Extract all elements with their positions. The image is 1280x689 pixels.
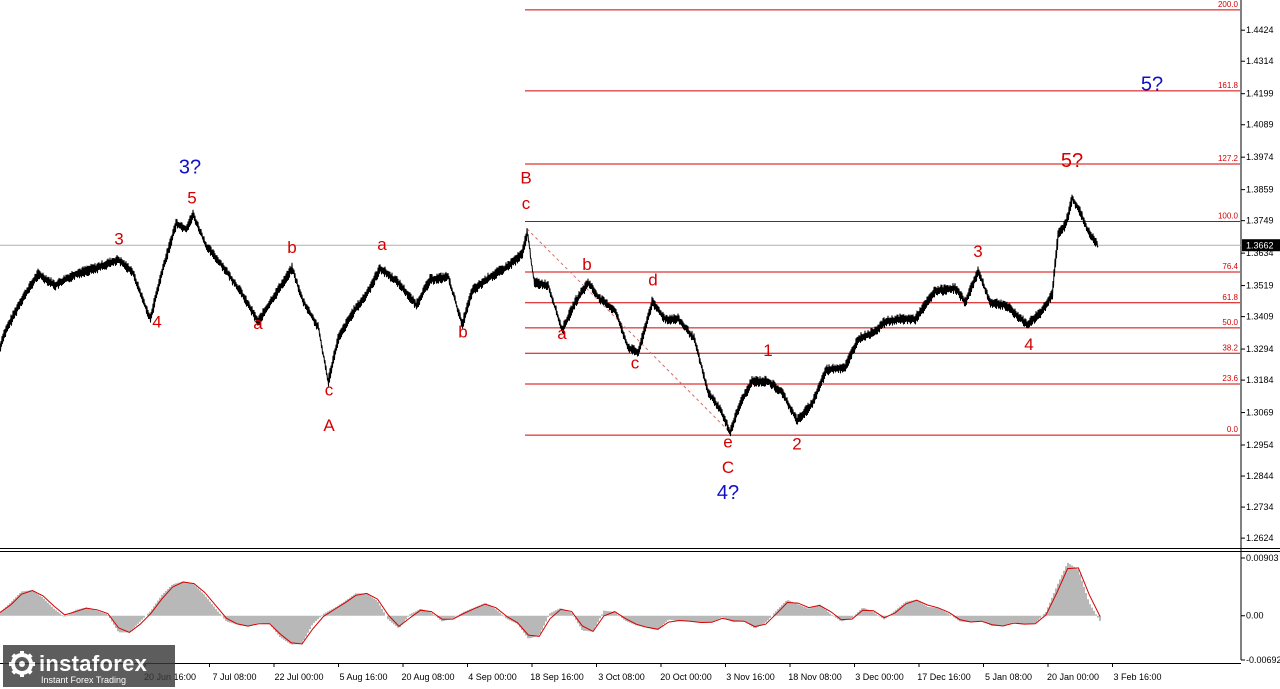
time-tick-label: 3 Feb 16:00 xyxy=(1113,672,1161,682)
wave-label: 4? xyxy=(717,482,739,504)
price-chart: 1.4424 1.4314 1.4199 1.4089 1.3974 1.3859 1.37… xyxy=(0,0,1280,660)
wave-label: 3? xyxy=(179,157,201,179)
time-tick-label: 3 Nov 16:00 xyxy=(726,672,775,682)
wave-label: 5 xyxy=(187,188,196,207)
wave-label: c xyxy=(325,381,334,400)
price-tick-label: 1.2844 xyxy=(1246,471,1274,481)
wave-label: A xyxy=(323,416,335,435)
fibonacci-level-label: 23.6 xyxy=(1222,374,1238,383)
time-tick-label: 20 Aug 08:00 xyxy=(401,672,454,682)
price-tick-label: 1.3069 xyxy=(1246,408,1274,418)
current-price-badge xyxy=(1242,239,1280,252)
wave-label: b xyxy=(287,238,296,257)
price-tick-label: 1.2954 xyxy=(1246,440,1274,450)
price-tick-label: 1.4424 xyxy=(1246,25,1274,35)
price-series-line xyxy=(0,194,1099,437)
price-tick-label: 1.4314 xyxy=(1246,56,1274,66)
wave-label: d xyxy=(648,270,657,289)
gear-logo-icon xyxy=(9,651,35,677)
time-tick-label: 3 Oct 08:00 xyxy=(598,672,645,682)
wave-label: a xyxy=(253,314,263,333)
fibonacci-level-label: 127.2 xyxy=(1218,154,1239,163)
time-tick-label: 20 Jan 00:00 xyxy=(1047,672,1099,682)
time-tick-label: 5 Jan 08:00 xyxy=(985,672,1032,682)
price-tick-label: 1.3974 xyxy=(1246,152,1274,162)
fibonacci-level-label: 38.2 xyxy=(1222,343,1238,352)
current-price-label: 1.3662 xyxy=(1246,241,1274,251)
time-tick-label: 3 Dec 00:00 xyxy=(855,672,904,682)
wave-label: a xyxy=(377,235,387,254)
wave-label: e xyxy=(723,433,732,452)
fibonacci-level-label: 50.0 xyxy=(1222,318,1238,327)
wave-label: 5? xyxy=(1141,74,1163,96)
wave-label: 3 xyxy=(973,242,982,261)
time-tick-label: 18 Nov 08:00 xyxy=(788,672,842,682)
wave-label: 1 xyxy=(763,341,772,360)
price-tick-label: 1.3519 xyxy=(1246,281,1274,291)
price-tick-label: 1.3409 xyxy=(1246,312,1274,322)
time-tick-label: 17 Dec 16:00 xyxy=(917,672,971,682)
logo-tagline: Instant Forex Trading xyxy=(41,675,127,685)
time-tick-label: 5 Aug 16:00 xyxy=(339,672,387,682)
price-tick-label: 1.4199 xyxy=(1246,89,1274,99)
wave-label: C xyxy=(722,458,734,477)
oscillator-tick-label: -0.00692 xyxy=(1246,655,1280,665)
wave-label: 2 xyxy=(792,435,801,454)
price-tick-label: 1.3749 xyxy=(1246,216,1274,226)
oscillator-chart: 0.00903 0.00 -0.00692 xyxy=(0,553,1280,665)
price-tick-label: 1.3859 xyxy=(1246,185,1274,195)
time-tick-label: 18 Sep 16:00 xyxy=(530,672,584,682)
fibonacci-level-label: 76.4 xyxy=(1222,262,1238,271)
wave-label: B xyxy=(520,169,531,188)
fibonacci-level-label: 200.0 xyxy=(1218,0,1239,9)
time-tick-label: 20 Oct 00:00 xyxy=(660,672,712,682)
wave-label: c xyxy=(522,194,531,213)
wave-label: 5? xyxy=(1061,150,1083,172)
price-tick-label: 1.3294 xyxy=(1246,344,1274,354)
oscillator-tick-label: 0.00 xyxy=(1246,611,1264,621)
oscillator-signal-line xyxy=(0,567,1101,645)
wave-label: 3 xyxy=(114,229,123,248)
time-tick-label: 4 Sep 00:00 xyxy=(468,672,517,682)
price-tick-label: 1.3634 xyxy=(1246,248,1274,258)
instaforex-logo: instaforex Instant Forex Trading xyxy=(3,645,175,687)
fibonacci-level-label: 161.8 xyxy=(1218,81,1239,90)
wave-label: a xyxy=(557,324,567,343)
price-tick-label: 1.2734 xyxy=(1246,502,1274,512)
wave-label: c xyxy=(631,354,640,373)
time-tick-label: 22 Jul 00:00 xyxy=(274,672,323,682)
time-tick-label: 7 Jul 08:00 xyxy=(212,672,256,682)
wave-label: b xyxy=(458,322,467,341)
fibonacci-level-label: 100.0 xyxy=(1218,212,1239,221)
price-tick-label: 1.4089 xyxy=(1246,120,1274,130)
fibonacci-level-label: 0.0 xyxy=(1227,425,1239,434)
logo-brand-text: instaforex xyxy=(39,651,148,676)
wave-label: 4 xyxy=(1024,335,1033,354)
wave-label: 4 xyxy=(152,313,161,332)
price-tick-label: 1.2624 xyxy=(1246,533,1274,543)
oscillator-histogram xyxy=(0,562,1101,645)
fibonacci-level-label: 61.8 xyxy=(1222,293,1238,302)
oscillator-tick-label: 0.00903 xyxy=(1246,553,1279,563)
price-tick-label: 1.3184 xyxy=(1246,375,1274,385)
wave-label: b xyxy=(582,255,591,274)
